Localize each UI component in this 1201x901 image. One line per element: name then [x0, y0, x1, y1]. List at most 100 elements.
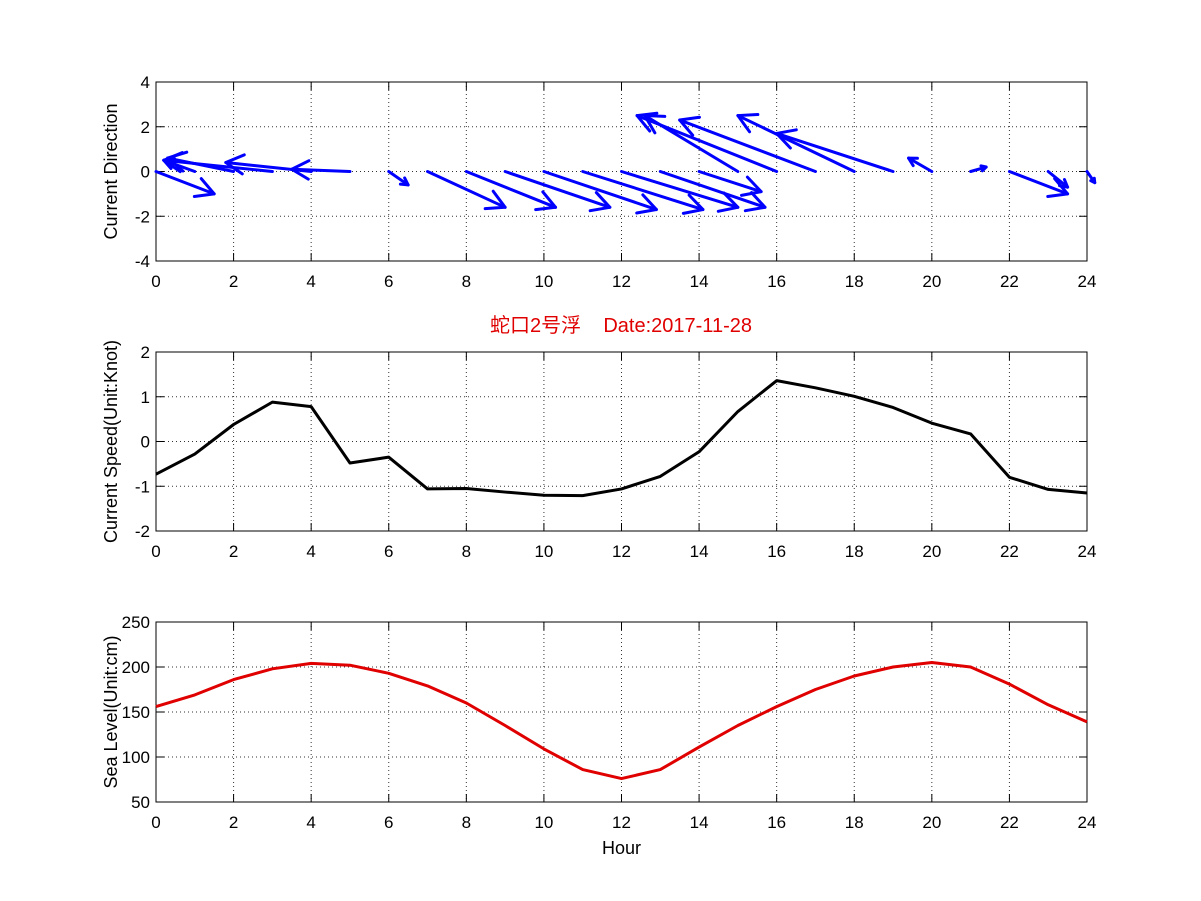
sea-level-xtick-label: 6: [384, 813, 393, 832]
quiver-arrow: [1007, 170, 1070, 199]
sea-level-xtick-label: 18: [845, 813, 864, 832]
arrow-shaft: [775, 131, 895, 173]
current-speed-xtick-label: 14: [690, 542, 709, 561]
quiver-arrow: [620, 170, 740, 213]
sea-level-xtick-label: 24: [1078, 813, 1097, 832]
current-direction-xtick-label: 22: [1000, 272, 1019, 291]
sea-level-xtick-label: 20: [922, 813, 941, 832]
quiver-arrow: [464, 170, 558, 212]
current-direction-ytick-label: 0: [141, 163, 150, 182]
current-speed-ytick-label: -2: [135, 522, 150, 541]
arrow-head: [716, 191, 740, 213]
current-speed-xtick-label: 0: [151, 542, 160, 561]
current-direction-xtick-label: 16: [767, 272, 786, 291]
quiver-arrow: [969, 164, 988, 173]
arrow-shaft: [1046, 170, 1070, 189]
quiver-arrow: [290, 159, 352, 181]
current-direction-xtick-label: 8: [462, 272, 471, 291]
current-direction-ytick-label: 2: [141, 118, 150, 137]
arrow-head: [483, 189, 507, 211]
arrow-head: [1058, 178, 1070, 189]
current-speed-xtick-label: 8: [462, 542, 471, 561]
sea-level-series-line: [155, 661, 1088, 781]
arrow-shaft: [464, 170, 558, 209]
arrow-shaft: [678, 118, 817, 173]
current-direction-xtick-label: 0: [151, 272, 160, 291]
arrow-head: [224, 153, 246, 176]
current-direction-ytick-label: -2: [135, 207, 150, 226]
arrow-head: [1089, 176, 1097, 185]
arrow-head: [907, 156, 919, 168]
current-direction-ytick-label: 4: [141, 73, 150, 92]
arrow-head: [979, 164, 988, 173]
arrow-shaft: [426, 170, 507, 209]
current-direction-xtick-label: 20: [922, 272, 941, 291]
arrow-shaft: [162, 158, 274, 173]
quiver-arrow: [154, 170, 216, 199]
sea-level-xtick-label: 0: [151, 813, 160, 832]
quiver-arrow: [1046, 170, 1070, 189]
current-speed-xtick-label: 4: [306, 542, 315, 561]
sea-level-xtick-label: 4: [306, 813, 315, 832]
sea-level-ytick-label: 150: [122, 703, 150, 722]
sea-level-ytick-label: 50: [131, 793, 150, 812]
quiver-arrow: [775, 128, 895, 173]
current-direction-xtick-label: 24: [1078, 272, 1097, 291]
arrow-head: [192, 177, 216, 199]
arrow-head: [290, 159, 311, 181]
quiver-arrow: [907, 156, 934, 173]
current-speed-xtick-label: 2: [229, 542, 238, 561]
arrow-shaft: [635, 114, 779, 173]
quiver-arrow: [387, 170, 410, 187]
sea-level-ytick-label: 200: [122, 658, 150, 677]
sea-level-xtick-label: 16: [767, 813, 786, 832]
arrow-shaft: [1007, 170, 1070, 196]
arrow-head: [678, 115, 701, 137]
current-speed-xtick-label: 18: [845, 542, 864, 561]
arrow-head: [534, 190, 558, 212]
sea-level-xlabel: Hour: [602, 838, 641, 858]
sea-level-ytick-label: 100: [122, 748, 150, 767]
arrow-head: [635, 193, 658, 215]
arrow-shaft: [581, 170, 705, 212]
quiver-arrow: [581, 170, 705, 215]
sea-level-ytick-label: 250: [122, 613, 150, 632]
sea-level-xtick-label: 12: [612, 813, 631, 832]
arrow-shaft: [503, 170, 612, 209]
quiver-arrow: [635, 111, 779, 173]
current-speed-xtick-label: 16: [767, 542, 786, 561]
quiver-arrow: [1085, 170, 1097, 185]
current-speed-xtick-label: 24: [1078, 542, 1097, 561]
quiver-arrow: [678, 115, 817, 173]
arrow-head: [681, 193, 705, 215]
current-speed-xtick-label: 22: [1000, 542, 1019, 561]
arrow-shaft: [290, 167, 352, 173]
current-direction-xtick-label: 12: [612, 272, 631, 291]
arrow-shaft: [154, 170, 216, 196]
current-speed-ylabel: Current Speed(Unit:Knot): [101, 340, 121, 543]
arrow-shaft: [658, 170, 767, 209]
arrow-head: [736, 113, 760, 134]
arrow-shaft: [542, 170, 658, 212]
quiver-arrow: [697, 170, 763, 197]
current-speed-ytick-label: 0: [141, 433, 150, 452]
current-direction-xtick-label: 2: [229, 272, 238, 291]
arrow-shaft: [697, 170, 763, 194]
current-speed-ytick-label: 2: [141, 343, 150, 362]
arrow-shaft: [907, 156, 934, 173]
arrow-shaft: [620, 170, 740, 209]
sea-level-xtick-label: 2: [229, 813, 238, 832]
current-speed-xtick-label: 12: [612, 542, 631, 561]
arrow-head: [739, 175, 763, 197]
arrow-head: [743, 191, 767, 213]
arrow-head: [398, 176, 410, 187]
arrow-head: [1046, 177, 1070, 199]
current-speed-ytick-label: -1: [135, 477, 150, 496]
arrow-head: [775, 128, 798, 150]
quiver-arrow: [542, 170, 658, 215]
